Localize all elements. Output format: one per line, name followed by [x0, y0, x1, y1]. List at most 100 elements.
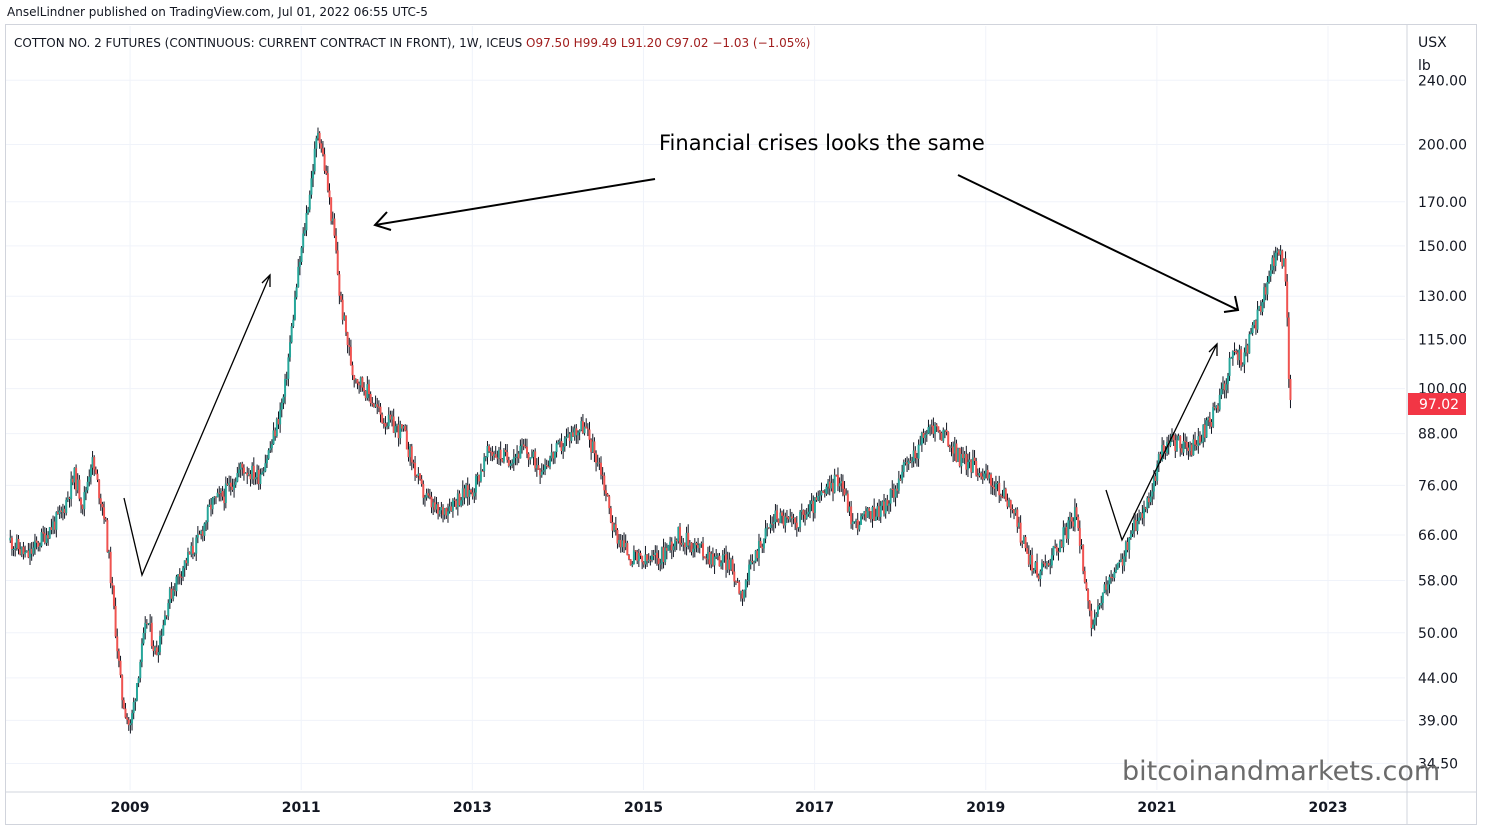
candle-body [774, 510, 777, 523]
candle-body [109, 551, 112, 584]
candle-body [517, 453, 520, 459]
candle-body [1276, 250, 1279, 253]
candle-body [827, 481, 830, 487]
candle-body [894, 488, 897, 498]
candle-body [182, 568, 185, 577]
candle-body [448, 506, 451, 512]
candle-body [274, 430, 277, 437]
candle-body [177, 574, 180, 577]
candle-body [262, 471, 265, 473]
candle-body [331, 218, 334, 221]
candle-body [195, 537, 198, 554]
candle-body [98, 479, 101, 499]
candle-body [499, 449, 502, 460]
annotation-text: Financial crises looks the same [659, 131, 985, 155]
candle-body [588, 429, 591, 440]
candle-body [103, 507, 106, 519]
candle-body [672, 546, 675, 551]
candle-body [667, 545, 670, 551]
candle-body [744, 580, 747, 590]
candle-body [558, 441, 561, 443]
candle-body [627, 555, 630, 560]
candle-body [1190, 444, 1193, 456]
candle-body [80, 498, 83, 506]
candle-body [973, 457, 976, 462]
candle-body [1027, 553, 1030, 565]
candle-body [706, 552, 709, 560]
candle-body [316, 132, 319, 139]
candle-body [387, 414, 390, 427]
candle-body [683, 542, 686, 548]
candle-body [764, 528, 767, 539]
candle-body [843, 488, 846, 496]
candle-body [224, 483, 227, 504]
candle-body [198, 533, 201, 535]
candle-body [998, 482, 1001, 496]
candle-body [572, 432, 575, 437]
candle-body [99, 498, 102, 505]
candle-body [1026, 548, 1029, 554]
candle-body [1136, 521, 1139, 531]
candle-body [1264, 287, 1267, 295]
candle-body [601, 474, 604, 476]
high-value: H99.49 [573, 36, 618, 50]
candle-body [1249, 332, 1252, 335]
candle-body [412, 462, 415, 464]
candle-body [25, 550, 28, 553]
candle-body [1031, 555, 1034, 572]
candle-body [519, 445, 522, 459]
candle-body [845, 493, 848, 496]
candle-body [509, 463, 512, 466]
candle-body [261, 472, 264, 475]
candle-body [1105, 584, 1108, 590]
candle-body [40, 532, 43, 546]
y-tick-label: 170.00 [1418, 195, 1467, 211]
candle-body [155, 647, 158, 656]
candle-body [552, 452, 555, 459]
candle-body [1113, 571, 1116, 578]
candle-body [175, 576, 178, 592]
candle-body [170, 588, 173, 599]
candle-body [486, 446, 489, 458]
candle-body [313, 148, 316, 172]
v-shape-2008 [123, 274, 271, 578]
candle-body [293, 297, 296, 320]
candle-body [721, 555, 724, 563]
candle-body [1065, 526, 1068, 539]
candle-body [1238, 349, 1241, 361]
candle-body [1090, 610, 1093, 629]
candle-body [257, 469, 260, 485]
candle-body [1281, 250, 1284, 266]
candle-body [1156, 464, 1159, 481]
candle-body [60, 510, 63, 513]
x-tick-label: 2013 [453, 800, 492, 816]
candle-body [863, 511, 866, 515]
candle-body [532, 451, 535, 458]
candle-body [781, 512, 784, 516]
candle-body [1146, 498, 1149, 510]
candle-body [511, 463, 514, 465]
arrow-line-left [374, 178, 656, 226]
candle-body [772, 522, 775, 525]
candle-body [1241, 364, 1244, 366]
candle-body [675, 539, 678, 542]
candle-body [950, 446, 953, 448]
candle-body [525, 446, 528, 454]
last-price-tag [1408, 393, 1466, 415]
candle-body [1228, 357, 1231, 376]
candle-body [493, 454, 496, 456]
candle-body [868, 508, 871, 512]
candle-body [741, 590, 744, 599]
candle-body [1184, 441, 1187, 443]
candle-body [193, 553, 196, 555]
candle-body [861, 514, 864, 517]
candle-body [892, 489, 895, 498]
candle-body [1013, 510, 1016, 514]
candle-body [162, 625, 165, 636]
candle-body [147, 623, 150, 625]
candle-body [580, 421, 583, 431]
x-tick-label: 2015 [624, 800, 663, 816]
candle-body [348, 345, 351, 347]
candle-body [986, 469, 989, 479]
